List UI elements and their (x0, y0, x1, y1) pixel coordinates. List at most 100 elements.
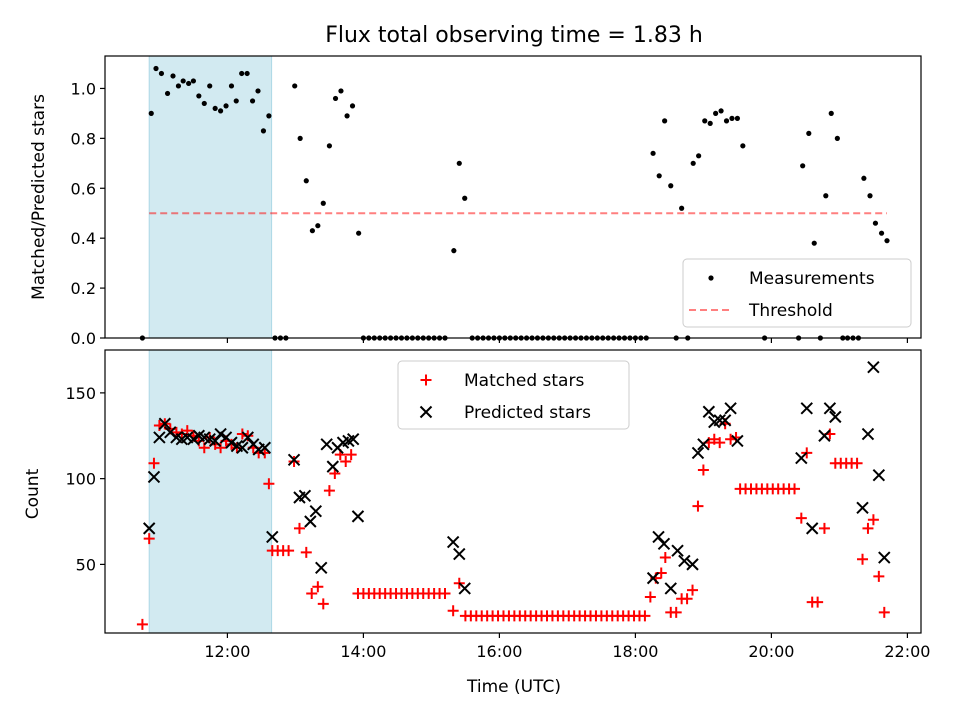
measurement-point (823, 193, 829, 199)
legend-box (397, 360, 630, 430)
measurement-point (811, 240, 817, 246)
measurement-point (158, 70, 165, 77)
measurement-point (180, 78, 186, 84)
measurement-point (190, 78, 196, 84)
predicted-star-point (158, 417, 172, 430)
y-tick-label: 50 (76, 555, 96, 574)
predicted-star-point (458, 582, 471, 595)
measurement-point (462, 195, 468, 201)
x-tick-label: 22:00 (884, 642, 930, 661)
matched-star-point (148, 457, 160, 469)
predicted-star-point (697, 438, 710, 451)
predicted-star-point (652, 530, 665, 544)
measurement-point (164, 90, 171, 97)
predicted-star-point (646, 571, 660, 585)
predicted-star-point (258, 441, 272, 454)
y-tick-label: 1.0 (71, 79, 96, 98)
x-tick-label: 14:00 (340, 642, 386, 661)
measurement-point (356, 230, 362, 236)
y-tick-label: 0.6 (71, 179, 96, 198)
matched-star-point (136, 618, 148, 630)
measurement-point (878, 230, 885, 236)
measurement-point (309, 228, 315, 234)
predicted-star-point (829, 410, 842, 424)
matched-star-point (263, 478, 275, 490)
measurement-point (170, 73, 176, 79)
measurement-point (707, 120, 713, 126)
matched-star-point (812, 596, 824, 608)
measurement-point (239, 70, 245, 77)
matched-star-point (323, 485, 335, 497)
predicted-star-point (446, 535, 460, 549)
legend-predicted-marker (419, 405, 433, 419)
y-tick-label: 150 (65, 384, 96, 403)
measurement-point (244, 70, 250, 77)
measurement-point (196, 93, 202, 99)
x-axis-label: Time (UTC) (466, 677, 561, 697)
x-tick-label: 16:00 (476, 642, 522, 661)
predicted-star-point (686, 558, 699, 571)
measurement-point (266, 113, 272, 119)
predicted-star-point (800, 402, 813, 415)
matched-star-point (867, 514, 879, 526)
predicted-star-point (671, 544, 684, 557)
matched-star-point (447, 605, 459, 617)
matched-star-point (639, 610, 651, 622)
measurement-point (344, 113, 350, 119)
predicted-star-point (702, 405, 716, 418)
matched-star-point (697, 464, 709, 476)
matched-star-point (439, 588, 451, 600)
predicted-star-point (346, 432, 360, 446)
measurement-point (451, 248, 457, 254)
matched-star-point (670, 606, 682, 618)
series-matched-stars (136, 418, 890, 630)
legend-label: Threshold (748, 301, 833, 321)
measurement-point (332, 95, 339, 102)
predicted-star-point (187, 432, 200, 446)
measurement-point (806, 130, 812, 136)
measurement-point (218, 108, 224, 114)
matched-star-point (795, 512, 807, 524)
matched-star-point (857, 553, 869, 565)
bottom-panel-counts: 50 100 150 12:00 14:00 16:00 18:00 20:00 22:00 Ma… (65, 349, 930, 661)
matched-star-point (714, 437, 726, 449)
predicted-star-point (795, 451, 808, 465)
x-tick-label: 12:00 (204, 642, 250, 661)
measurement-point (679, 205, 685, 211)
top-panel-ratio: 0.0 0.2 0.4 0.6 0.8 1.0 Measurements Threshold (71, 55, 922, 348)
measurement-point (153, 65, 159, 72)
measurement-point (800, 163, 806, 169)
measurement-point (349, 103, 356, 109)
matched-star-point (300, 546, 312, 558)
predicted-star-point (724, 402, 737, 415)
measurement-point (315, 223, 321, 229)
measurement-point (861, 175, 867, 181)
measurement-point (828, 110, 834, 116)
predicted-star-point (878, 551, 891, 564)
matched-star-point (317, 598, 329, 610)
predicted-star-point (351, 510, 365, 523)
matched-star-point (204, 431, 216, 443)
predicted-star-point (872, 468, 886, 482)
measurement-point (233, 98, 239, 104)
legend-box (682, 258, 912, 328)
series-predicted-stars (142, 360, 891, 595)
matched-star-point (236, 428, 248, 440)
matched-star-point (659, 552, 671, 564)
axes-frame (104, 349, 922, 634)
predicted-star-point (287, 453, 301, 466)
predicted-star-point (298, 489, 312, 502)
measurement-point (260, 128, 267, 134)
legend-label: Measurements (749, 269, 875, 289)
y-tick-label: 0.0 (71, 329, 96, 348)
predicted-star-point (718, 414, 732, 427)
measurement-point (303, 178, 309, 184)
measurement-point (884, 238, 890, 244)
y-tick-label: 100 (65, 470, 96, 489)
predicted-star-point (664, 582, 677, 595)
predicted-star-point (315, 561, 328, 575)
measurement-point (702, 118, 708, 124)
matched-star-point (312, 581, 324, 593)
predicted-star-point (818, 429, 831, 442)
